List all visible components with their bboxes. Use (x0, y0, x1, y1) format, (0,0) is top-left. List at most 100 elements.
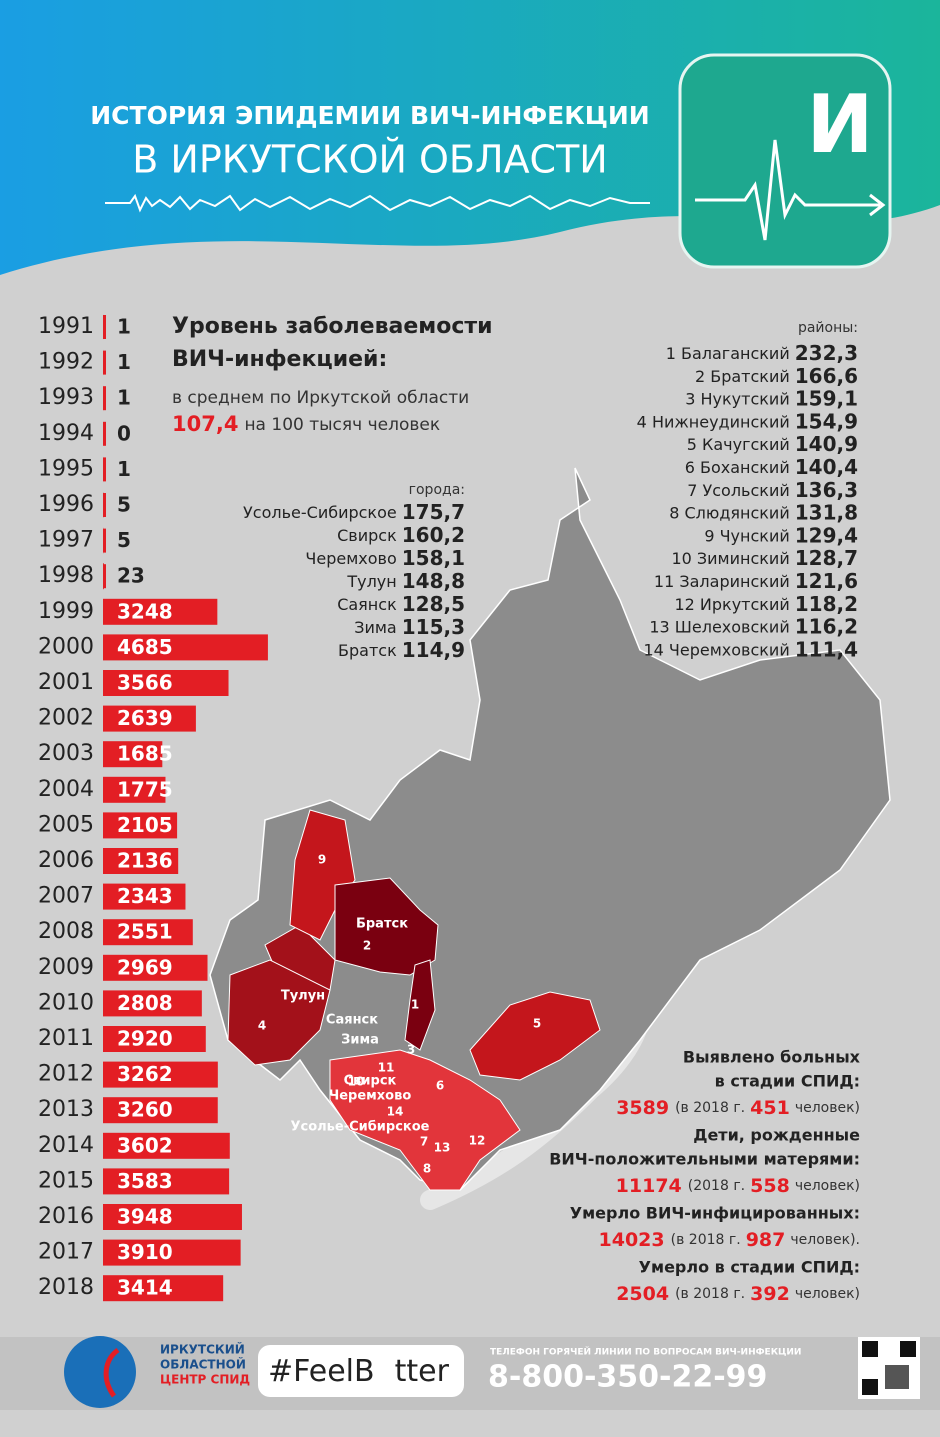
value-label: 3910 (117, 1240, 173, 1264)
hotline-label: ТЕЛЕФОН ГОРЯЧЕЙ ЛИНИИ ПО ВОПРОСАМ ВИЧ-ИН… (490, 1346, 801, 1358)
list-label: города: (409, 482, 465, 498)
average-text: в среднем по Иркутской области (172, 388, 469, 408)
value-label: 2136 (117, 849, 173, 873)
stat-note: (в 2018 г. (675, 1100, 745, 1116)
value-label: 5 (117, 493, 131, 517)
bar-start (103, 315, 106, 339)
row-name: Свирск (337, 526, 397, 545)
bar (103, 848, 179, 874)
category-label: 2010 (38, 990, 94, 1015)
list-row: 7 Усольский 136,3 (687, 477, 858, 501)
row-name: 4 Нижнеудинский (637, 412, 790, 431)
bar (103, 1204, 242, 1230)
stat-note: (в 2018 г. (675, 1286, 745, 1302)
row-value: 160,2 (402, 523, 465, 547)
qr-code (885, 1365, 909, 1389)
stat-note-value: 392 (750, 1283, 790, 1305)
bar-start (103, 421, 106, 446)
row-value: 111,4 (795, 637, 858, 661)
value-label: 2343 (117, 884, 173, 908)
category-label: 2013 (38, 1097, 94, 1122)
category-label: 2002 (38, 706, 94, 731)
row-name: Братск (338, 641, 397, 660)
value-label: 1775 (117, 777, 173, 801)
row-name: 2 Братский (695, 366, 790, 385)
row-value: 128,5 (402, 592, 465, 616)
row-name: 12 Иркутский (674, 594, 789, 613)
district-number: 13 (434, 1141, 451, 1155)
value-label: 4685 (117, 635, 173, 659)
list-row: 3 Нукутский 159,1 (685, 386, 858, 410)
org-name: ОБЛАСТНОЙ (160, 1357, 246, 1372)
average-unit: на 100 тысяч человек (244, 415, 440, 435)
category-label: 2012 (38, 1062, 94, 1087)
bar (103, 1275, 224, 1302)
row-name: Усолье-Сибирское (243, 503, 397, 522)
stat-note: человек) (795, 1286, 860, 1302)
row-value: 129,4 (795, 523, 858, 547)
row-name: 3 Нукутский (685, 389, 789, 408)
stat-note-value: 558 (750, 1175, 790, 1197)
district-number: 5 (533, 1017, 541, 1031)
district-number: 3 (407, 1043, 415, 1057)
logo-box (678, 53, 892, 269)
bar-start (103, 350, 106, 375)
district-number: 7 (420, 1135, 428, 1149)
qr-code (900, 1341, 916, 1357)
category-label: 2006 (38, 848, 94, 873)
district-number: 2 (363, 939, 371, 953)
value-label: 0 (117, 421, 131, 445)
bar (103, 1168, 230, 1195)
stat-title: Умерло в стадии СПИД: (639, 1258, 860, 1277)
stat-note: (в 2018 г. (671, 1232, 741, 1248)
row-value: 148,8 (402, 569, 465, 593)
bar (103, 1132, 230, 1159)
city-label: Усолье-Сибирское (290, 1120, 429, 1135)
list-row: 11 Заларинский 121,6 (654, 569, 858, 593)
value-label: 2639 (117, 706, 173, 730)
stat-total: 2504 (616, 1283, 669, 1305)
stat-title: Выявлено больных (683, 1048, 861, 1067)
value-label: 2105 (117, 813, 173, 837)
category-label: 2003 (38, 741, 94, 766)
list-row: Тулун 148,8 (346, 569, 465, 593)
row-name: Черемхово (305, 549, 396, 568)
org-name: ИРКУТСКИЙ (160, 1342, 245, 1357)
list-row: 8 Слюдянский 131,8 (669, 500, 858, 524)
category-label: 2000 (38, 634, 94, 659)
bar (103, 634, 268, 661)
district (329, 1049, 521, 1191)
list-row: 1 Балаганский 232,3 (666, 341, 858, 365)
city-label: Тулун (281, 989, 325, 1004)
row-name: 8 Слюдянский (669, 503, 790, 522)
qr-code (862, 1379, 878, 1395)
stat-note: человек). (790, 1232, 860, 1248)
value-label: 2969 (117, 955, 173, 979)
list-row: 4 Нижнеудинский 154,9 (637, 409, 858, 433)
district-number: 9 (318, 853, 326, 867)
category-label: 2004 (38, 777, 94, 802)
row-value: 131,8 (795, 500, 858, 524)
row-name: 5 Качугский (687, 435, 790, 454)
row-value: 121,6 (795, 569, 858, 593)
hashtag-part: #FeelB (268, 1354, 375, 1389)
bar (103, 776, 166, 803)
category-label: 1996 (38, 492, 94, 517)
district (227, 959, 331, 1066)
value-label: 2920 (117, 1027, 173, 1051)
city-label: Братск (356, 917, 408, 932)
value-label: 1 (117, 350, 131, 374)
district (289, 809, 356, 941)
district (404, 959, 436, 1051)
hashtag-part: tter (395, 1354, 450, 1389)
district (334, 877, 439, 976)
city-label: Саянск (326, 1013, 378, 1028)
category-label: 2001 (38, 670, 94, 695)
row-value: 128,7 (795, 546, 858, 570)
category-label: 2014 (38, 1133, 94, 1158)
title: ИСТОРИЯ ЭПИДЕМИИ ВИЧ-ИНФЕКЦИИ (90, 101, 650, 130)
category-label: 2011 (38, 1026, 94, 1051)
stat-note: человек) (795, 1178, 860, 1194)
bar (103, 598, 218, 625)
row-name: Зима (354, 618, 397, 637)
